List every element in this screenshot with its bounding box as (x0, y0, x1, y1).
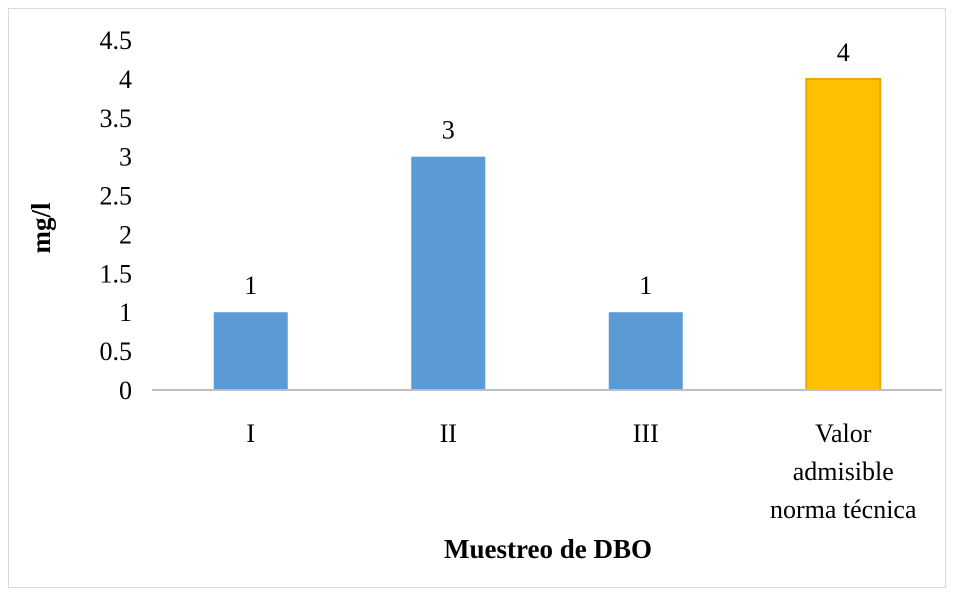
y-tick-label: 1 (119, 298, 132, 327)
x-tick-label: I (246, 419, 255, 448)
x-tick-label: III (633, 419, 659, 448)
y-tick-label: 4 (119, 65, 132, 94)
data-label: 1 (639, 271, 652, 300)
y-axis-title: mg/l (26, 202, 56, 253)
bars (213, 77, 882, 391)
data-labels: 1 3 1 4 (244, 38, 850, 300)
data-label: 3 (442, 116, 455, 145)
y-tick-label: 4.5 (100, 26, 133, 55)
bar (411, 156, 486, 390)
y-tick-label: 3.5 (100, 104, 133, 133)
y-axis-ticks: 0 0.5 1 1.5 2 2.5 3 3.5 4 4.5 (100, 26, 133, 405)
y-tick-label: 3 (119, 143, 132, 172)
x-tick-label: II (440, 419, 457, 448)
bar (213, 312, 288, 390)
data-label: 4 (837, 38, 850, 67)
x-tick-label: norma técnica (770, 495, 917, 524)
y-tick-label: 1.5 (100, 259, 133, 288)
bar (608, 312, 683, 390)
x-tick-label: admisible (793, 457, 894, 486)
y-tick-label: 2.5 (100, 182, 133, 211)
y-tick-label: 0 (119, 376, 132, 405)
y-tick-label: 0.5 (100, 337, 133, 366)
data-label: 1 (244, 271, 257, 300)
y-tick-label: 2 (119, 220, 132, 249)
x-axis-title: Muestreo de DBO (444, 534, 652, 564)
x-tick-label: Valor (815, 419, 872, 448)
bar (805, 77, 882, 391)
